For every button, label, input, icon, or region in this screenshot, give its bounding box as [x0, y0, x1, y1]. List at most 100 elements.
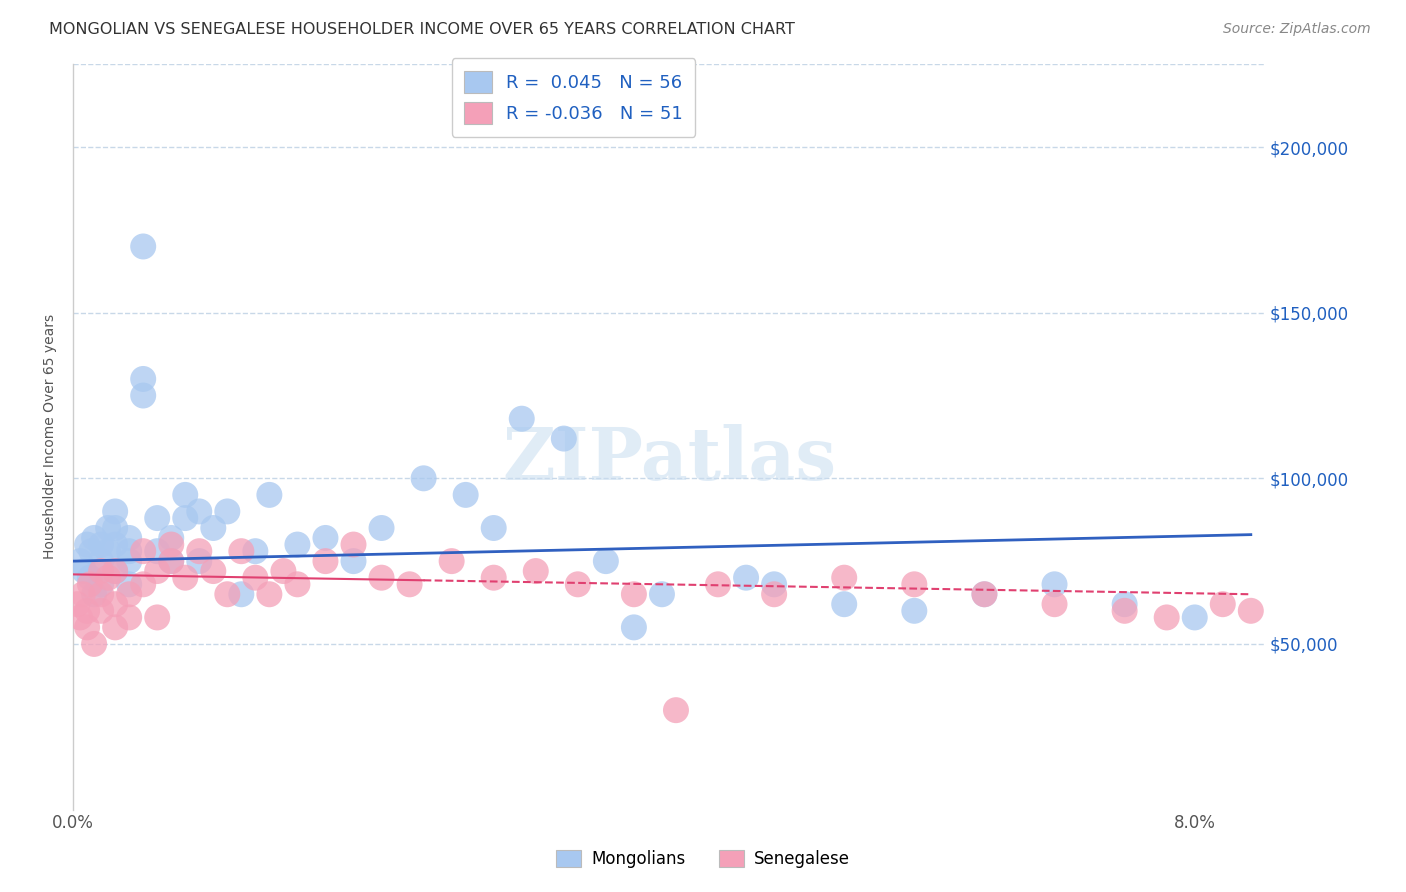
Point	[342, 538, 364, 552]
Point	[132, 239, 155, 253]
Point	[1184, 610, 1206, 624]
Point	[231, 587, 253, 601]
Text: Source: ZipAtlas.com: Source: ZipAtlas.com	[1223, 22, 1371, 37]
Point	[553, 432, 575, 446]
Point	[118, 587, 141, 601]
Point	[903, 604, 925, 618]
Y-axis label: Householder Income Over 65 years: Householder Income Over 65 years	[44, 314, 58, 559]
Point	[79, 571, 101, 585]
Point	[231, 544, 253, 558]
Text: MONGOLIAN VS SENEGALESE HOUSEHOLDER INCOME OVER 65 YEARS CORRELATION CHART: MONGOLIAN VS SENEGALESE HOUSEHOLDER INCO…	[49, 22, 794, 37]
Point	[707, 577, 730, 591]
Point	[188, 554, 211, 568]
Point	[651, 587, 673, 601]
Point	[454, 488, 477, 502]
Legend: R =  0.045   N = 56, R = -0.036   N = 51: R = 0.045 N = 56, R = -0.036 N = 51	[451, 59, 696, 136]
Point	[217, 504, 239, 518]
Point	[763, 577, 786, 591]
Point	[188, 504, 211, 518]
Point	[188, 544, 211, 558]
Point	[1043, 597, 1066, 611]
Point	[79, 577, 101, 591]
Point	[80, 544, 103, 558]
Point	[118, 554, 141, 568]
Point	[595, 554, 617, 568]
Point	[903, 577, 925, 591]
Point	[973, 587, 995, 601]
Point	[132, 388, 155, 402]
Point	[567, 577, 589, 591]
Point	[90, 564, 112, 578]
Point	[104, 521, 127, 535]
Point	[1114, 597, 1136, 611]
Point	[273, 564, 295, 578]
Point	[76, 538, 98, 552]
Point	[69, 610, 91, 624]
Point	[160, 554, 183, 568]
Point	[76, 604, 98, 618]
Point	[146, 610, 169, 624]
Point	[160, 538, 183, 552]
Point	[1156, 610, 1178, 624]
Point	[202, 521, 225, 535]
Point	[202, 564, 225, 578]
Point	[1043, 577, 1066, 591]
Point	[623, 620, 645, 634]
Text: ZIPatlas: ZIPatlas	[502, 424, 837, 495]
Point	[90, 587, 112, 601]
Point	[146, 511, 169, 525]
Point	[623, 587, 645, 601]
Point	[259, 587, 281, 601]
Point	[160, 531, 183, 545]
Point	[174, 511, 197, 525]
Point	[217, 587, 239, 601]
Point	[832, 597, 855, 611]
Point	[104, 597, 127, 611]
Point	[104, 564, 127, 578]
Point	[482, 571, 505, 585]
Point	[118, 610, 141, 624]
Point	[90, 554, 112, 568]
Point	[735, 571, 758, 585]
Point	[287, 577, 309, 591]
Point	[132, 372, 155, 386]
Point	[104, 538, 127, 552]
Point	[245, 571, 267, 585]
Point	[83, 531, 105, 545]
Point	[665, 703, 688, 717]
Point	[524, 564, 547, 578]
Point	[66, 597, 89, 611]
Point	[118, 544, 141, 558]
Point	[132, 544, 155, 558]
Point	[370, 571, 392, 585]
Point	[398, 577, 420, 591]
Point	[118, 577, 141, 591]
Legend: Mongolians, Senegalese: Mongolians, Senegalese	[550, 843, 856, 875]
Point	[174, 571, 197, 585]
Point	[370, 521, 392, 535]
Point	[118, 531, 141, 545]
Point	[104, 620, 127, 634]
Point	[342, 554, 364, 568]
Point	[1212, 597, 1234, 611]
Point	[90, 538, 112, 552]
Point	[763, 587, 786, 601]
Point	[104, 564, 127, 578]
Point	[90, 577, 112, 591]
Point	[245, 544, 267, 558]
Point	[146, 564, 169, 578]
Point	[174, 488, 197, 502]
Point	[440, 554, 463, 568]
Point	[83, 587, 105, 601]
Point	[76, 620, 98, 634]
Point	[482, 521, 505, 535]
Point	[72, 587, 94, 601]
Point	[1240, 604, 1263, 618]
Point	[314, 531, 336, 545]
Point	[510, 411, 533, 425]
Point	[1114, 604, 1136, 618]
Point	[90, 604, 112, 618]
Point	[160, 554, 183, 568]
Point	[973, 587, 995, 601]
Point	[412, 471, 434, 485]
